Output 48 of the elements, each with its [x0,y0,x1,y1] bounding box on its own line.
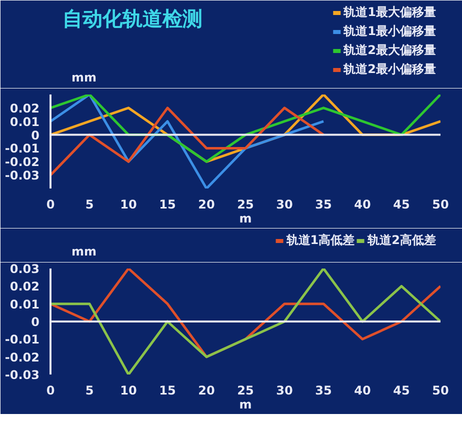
legend-label: 轨道2最小偏移量 [344,61,436,78]
x-tick-label: 30 [276,384,293,398]
y-tick-label: -0.02 [4,155,40,170]
x-tick-label: 15 [159,198,176,212]
x-tick-label: 35 [315,198,332,212]
x-tick-label: 0 [46,384,55,398]
y-tick-label: -0.02 [4,350,40,364]
legend-label: 轨道1最小偏移量 [344,23,436,40]
x-tick-label: 10 [120,384,137,398]
y-tick-label: -0.01 [4,332,40,347]
x-tick-label: 25 [237,384,254,398]
y-tick-label: 0.01 [10,297,40,312]
y-tick-label: 0 [31,315,40,329]
chart-title: 自动化轨道检测 [62,6,202,30]
x-tick-label: 20 [198,384,215,398]
y-tick-label: 0.01 [10,114,40,129]
x-tick-label: 5 [85,198,94,212]
x-tick-label: 5 [85,384,94,398]
x-axis-title: m [239,212,252,226]
x-axis-title: m [239,398,252,412]
y-tick-label: -0.01 [4,142,40,156]
y-axis-title: mm [71,70,97,84]
x-tick-label: 0 [46,198,55,212]
line-series [50,106,325,176]
x-tick-label: 35 [315,384,332,398]
y-tick-label: 0.02 [10,101,40,116]
x-tick-label: 40 [354,198,371,212]
y-tick-label: 0 [31,128,40,142]
x-tick-label: 50 [432,384,449,398]
x-tick-label: 45 [393,198,410,212]
y-tick-label: 0.03 [10,262,40,276]
y-tick-label: 0.02 [10,280,40,294]
y-tick-label: -0.03 [4,168,40,183]
y-tick-label: -0.03 [4,368,40,382]
x-tick-label: 45 [393,384,410,398]
x-tick-label: 10 [120,198,137,212]
x-tick-label: 15 [159,384,176,398]
x-tick-label: 30 [276,198,293,212]
x-tick-label: 20 [198,198,215,212]
y-axis-title: mm [71,244,97,258]
legend-label: 轨道2最大偏移量 [344,42,436,59]
x-tick-label: 25 [237,198,254,212]
legend-label: 轨道1高低差 [286,232,355,249]
legend-label: 轨道2高低差 [368,232,436,249]
line-series [50,268,440,374]
x-tick-label: 50 [432,198,449,212]
x-tick-label: 40 [354,384,371,398]
legend-label: 轨道1最大偏移量 [344,4,436,21]
